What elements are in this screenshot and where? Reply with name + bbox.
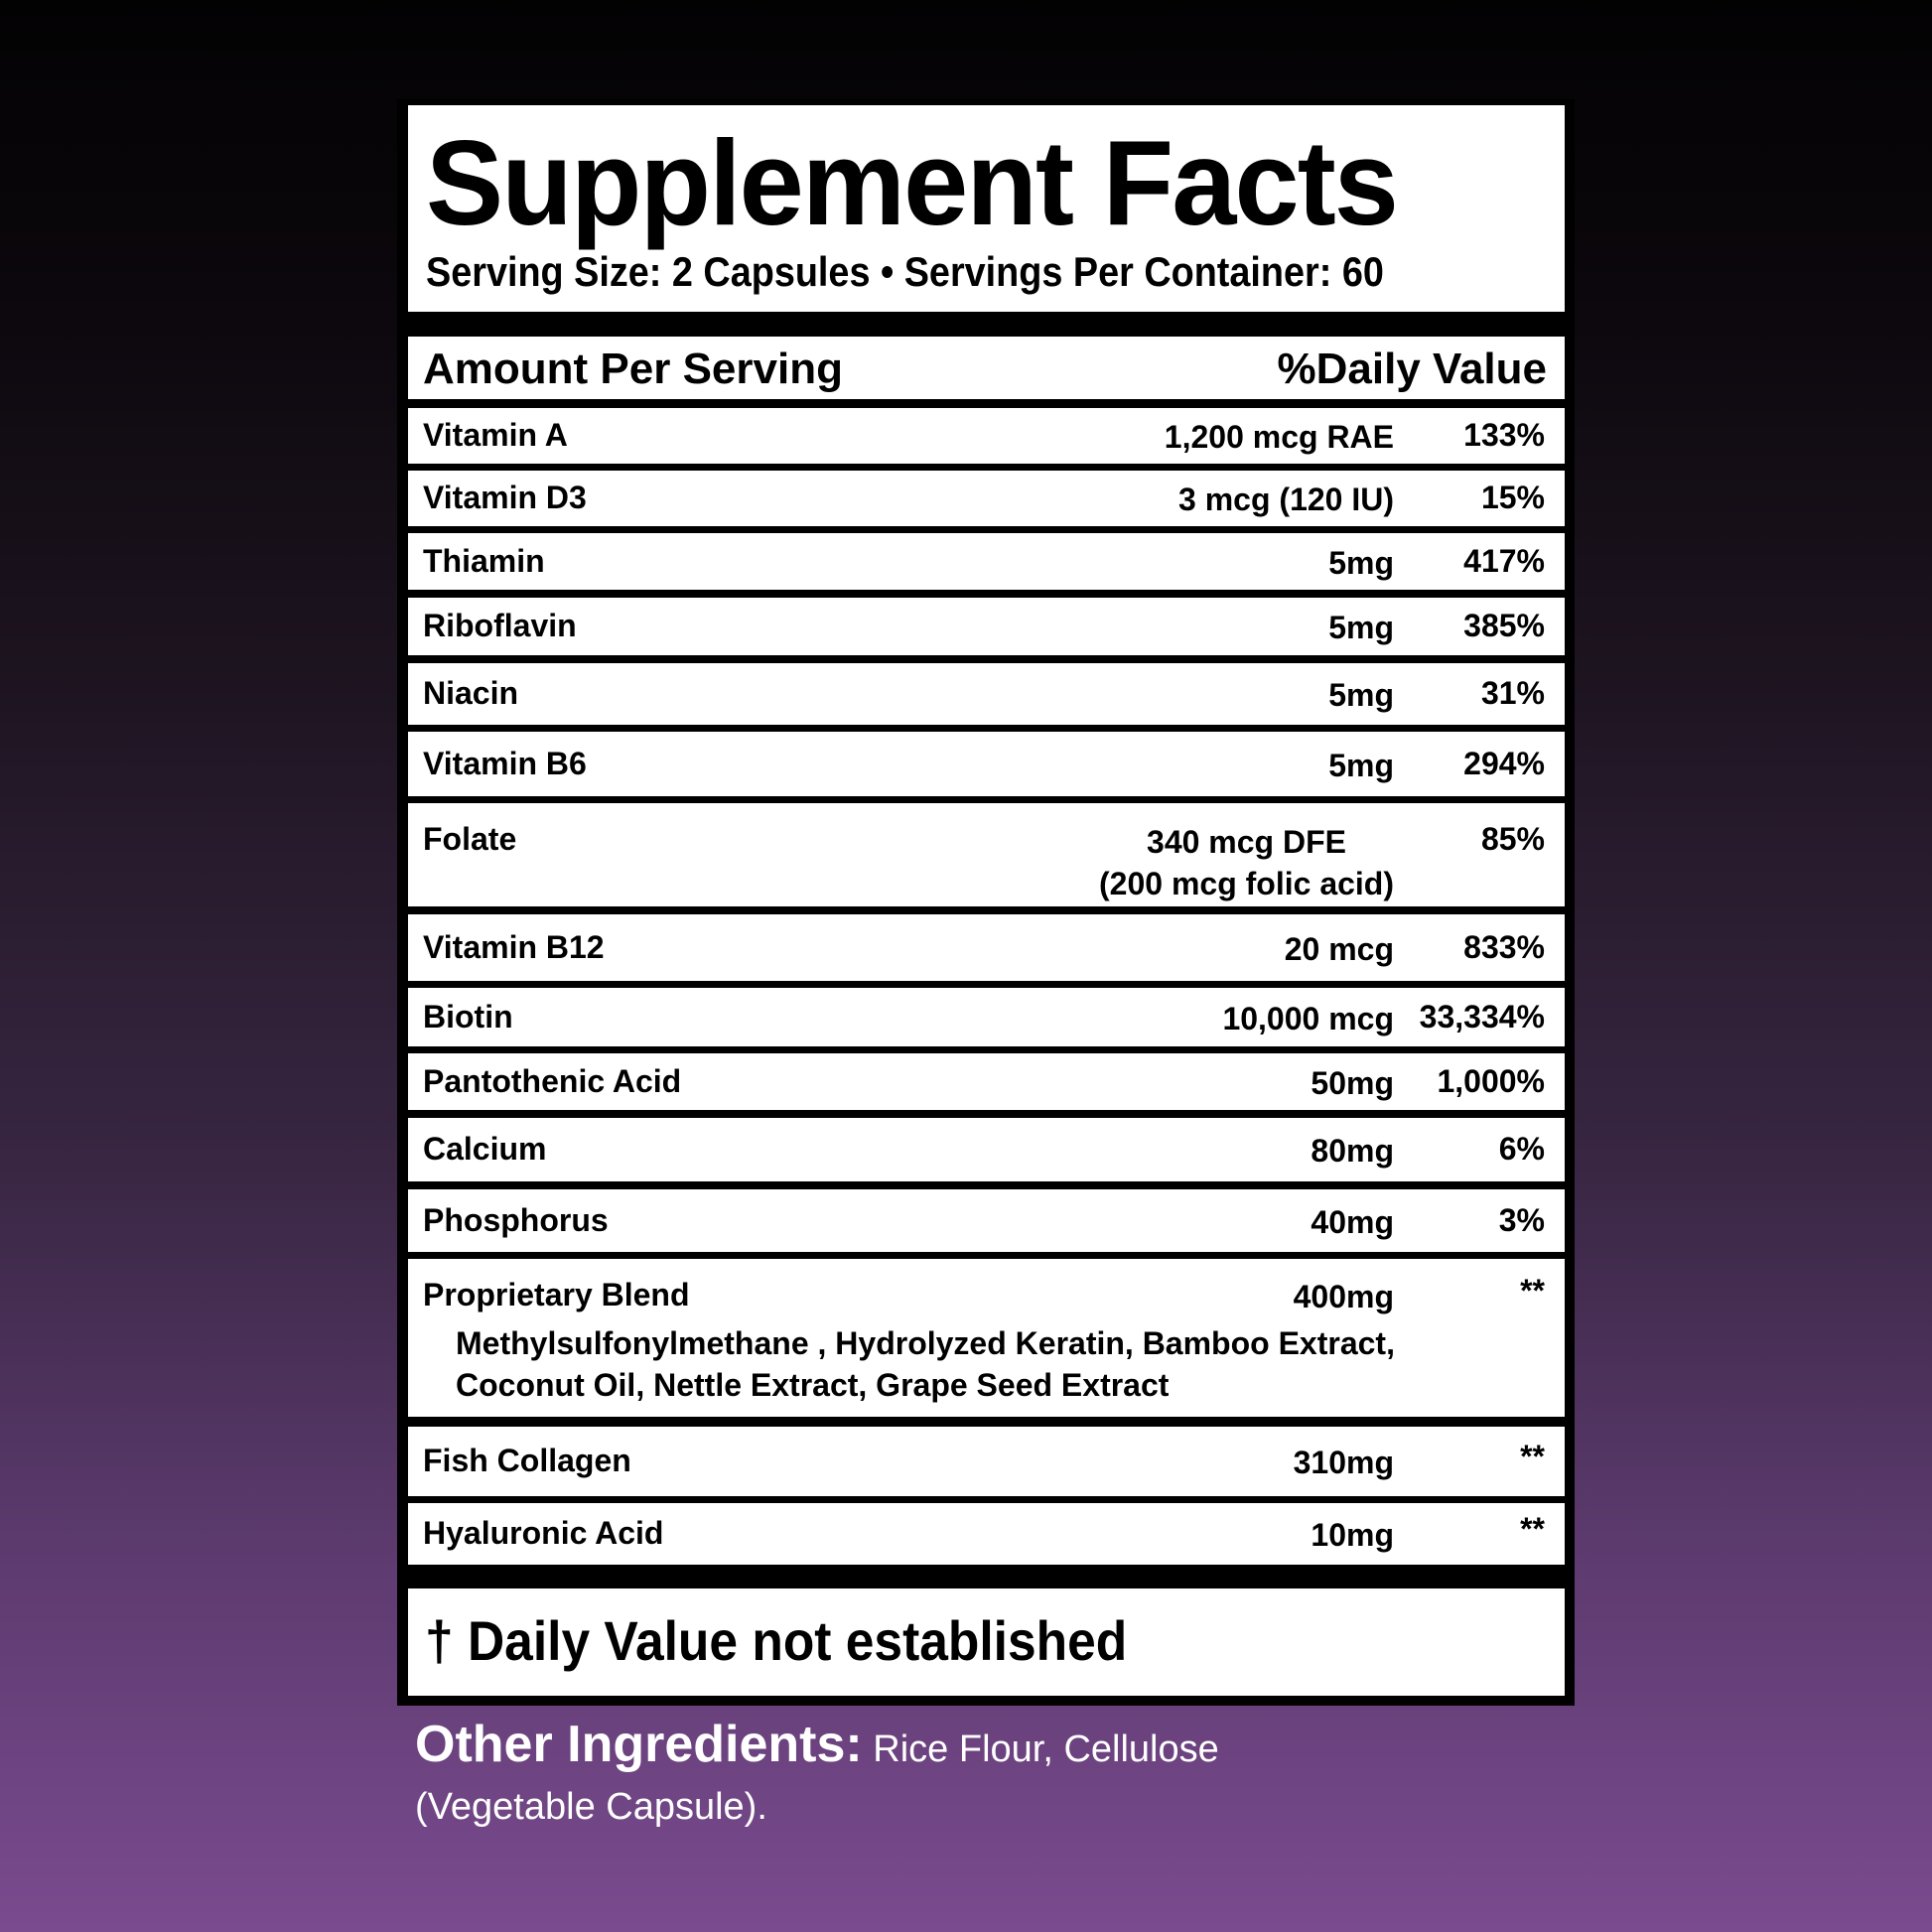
nutrient-name: Vitamin B12 <box>423 928 605 965</box>
nutrient-amount: 340 mcg DFE (200 mcg folic acid) <box>1099 821 1394 904</box>
daily-value: ** <box>1520 1273 1545 1309</box>
nutrient-amount: 400mg <box>1293 1279 1394 1314</box>
nutrient-name: Proprietary Blend <box>423 1277 690 1312</box>
table-row: Vitamin B12 20 mcg 833% <box>408 914 1565 981</box>
table-row: Folate 340 mcg DFE (200 mcg folic acid) 85% <box>408 803 1565 906</box>
nutrient-name: Folate <box>423 821 517 857</box>
table-row: Vitamin A 1,200 mcg RAE 133% <box>408 408 1565 464</box>
nutrient-name: Vitamin A <box>423 417 568 453</box>
amount-header: Amount Per Serving <box>423 345 843 393</box>
nutrient-name: Riboflavin <box>423 608 577 643</box>
daily-value: 6% <box>1498 1131 1545 1167</box>
daily-value: 15% <box>1480 480 1545 515</box>
daily-value: 833% <box>1463 928 1545 965</box>
daily-value: 133% <box>1463 417 1545 453</box>
daily-value: 31% <box>1480 675 1545 711</box>
nutrient-name: Fish Collagen <box>423 1443 631 1478</box>
table-row: Biotin 10,000 mcg 33,334% <box>408 988 1565 1046</box>
nutrient-name: Vitamin B6 <box>423 745 587 781</box>
table-header: Amount Per Serving %Daily Value <box>408 337 1565 399</box>
footnote-box: † Daily Value not established <box>408 1588 1565 1696</box>
table-row: Hyaluronic Acid 10mg ** <box>408 1503 1565 1565</box>
table-row: Fish Collagen 310mg ** <box>408 1427 1565 1496</box>
daily-value: 3% <box>1498 1201 1545 1238</box>
daily-value-header: %Daily Value <box>1277 345 1547 393</box>
daily-value: ** <box>1520 1511 1545 1547</box>
nutrient-amount: 5mg <box>1328 610 1394 645</box>
amount-line-2: (200 mcg folic acid) <box>1099 866 1394 901</box>
table-row: Riboflavin 5mg 385% <box>408 598 1565 655</box>
other-ingredients: Other Ingredients: Rice Flour, Cellulose… <box>415 1716 1408 1836</box>
nutrient-name: Pantothenic Acid <box>423 1062 682 1099</box>
daily-value: 385% <box>1463 608 1545 643</box>
title-box: Supplement Facts Serving Size: 2 Capsule… <box>408 105 1565 312</box>
daily-value: ** <box>1520 1439 1545 1474</box>
other-ingredients-text: Rice Flour, Cellulose (Vegetable Capsule… <box>415 1728 1219 1828</box>
table-row: Pantothenic Acid 50mg 1,000% <box>408 1053 1565 1110</box>
table-row: Niacin 5mg 31% <box>408 663 1565 725</box>
nutrient-amount: 5mg <box>1328 747 1394 783</box>
blend-ingredients: Methylsulfonylmethane , Hydrolyzed Kerat… <box>456 1325 1395 1403</box>
nutrient-name: Niacin <box>423 675 519 711</box>
table-row: Vitamin B6 5mg 294% <box>408 732 1565 796</box>
table-row: Vitamin D3 3 mcg (120 IU) 15% <box>408 471 1565 526</box>
nutrient-name: Calcium <box>423 1131 547 1167</box>
nutrient-amount: 50mg <box>1311 1064 1394 1101</box>
serving-info: Serving Size: 2 Capsules • Servings Per … <box>426 248 1384 295</box>
daily-value: 417% <box>1463 542 1545 579</box>
nutrient-amount: 10,000 mcg <box>1222 1000 1394 1036</box>
nutrient-name: Hyaluronic Acid <box>423 1515 664 1551</box>
page-title: Supplement Facts <box>426 115 1399 250</box>
nutrient-amount: 310mg <box>1293 1445 1394 1480</box>
table-row: Proprietary Blend 400mg ** Methylsulfonylme… <box>408 1259 1565 1417</box>
table-row: Calcium 80mg 6% <box>408 1118 1565 1181</box>
nutrient-amount: 80mg <box>1311 1133 1394 1169</box>
nutrient-amount: 20 mcg <box>1284 930 1394 967</box>
nutrient-name: Biotin <box>423 998 513 1035</box>
daily-value: 1,000% <box>1437 1062 1545 1099</box>
table-row: Thiamin 5mg 417% <box>408 533 1565 590</box>
nutrient-amount: 10mg <box>1311 1517 1394 1553</box>
nutrient-name: Phosphorus <box>423 1201 609 1238</box>
nutrient-amount: 5mg <box>1328 677 1394 713</box>
nutrient-amount: 5mg <box>1328 544 1394 581</box>
daily-value: 85% <box>1480 821 1545 857</box>
nutrient-name: Vitamin D3 <box>423 480 587 515</box>
nutrient-name: Thiamin <box>423 542 545 579</box>
other-ingredients-label: Other Ingredients: <box>415 1716 863 1773</box>
table-row: Phosphorus 40mg 3% <box>408 1189 1565 1252</box>
nutrient-amount: 1,200 mcg RAE <box>1164 419 1394 455</box>
nutrient-amount: 3 mcg (120 IU) <box>1178 482 1394 517</box>
amount-line-1: 340 mcg DFE <box>1147 824 1346 860</box>
footnote: † Daily Value not established <box>425 1609 1128 1672</box>
daily-value: 294% <box>1463 745 1545 781</box>
nutrient-amount: 40mg <box>1311 1203 1394 1240</box>
daily-value: 33,334% <box>1419 998 1545 1035</box>
